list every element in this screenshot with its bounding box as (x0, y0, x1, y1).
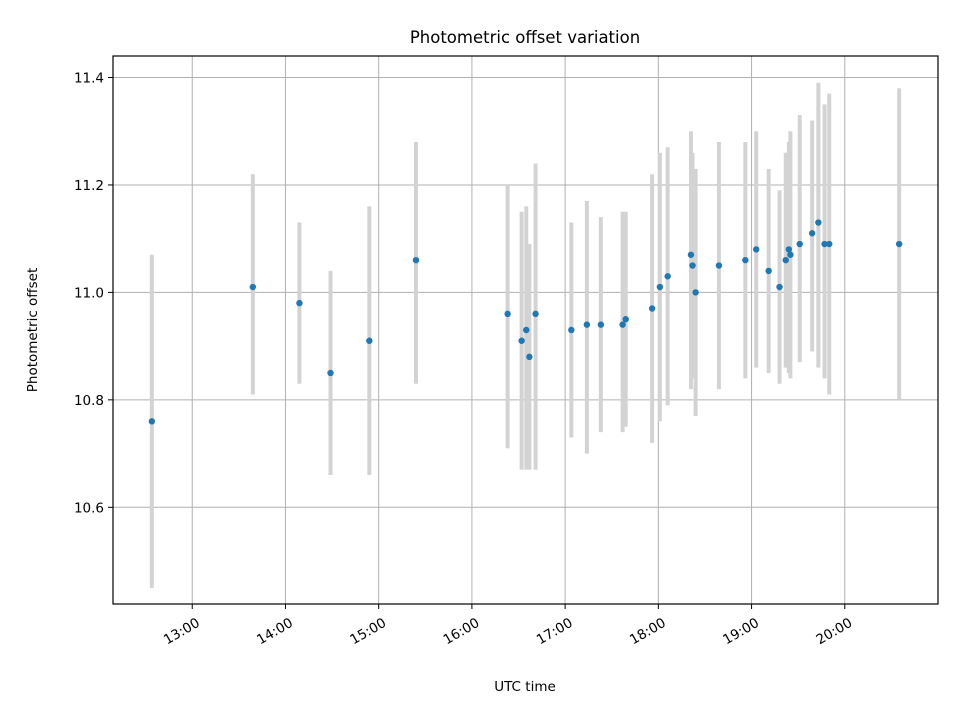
y-axis-ticks: 10.6 10.8 11.0 11.2 11.4 (74, 70, 113, 516)
data-point (689, 262, 696, 269)
data-point (656, 283, 664, 291)
data-point (532, 310, 539, 318)
data-point (597, 321, 605, 328)
data-point (687, 251, 695, 258)
data-point (815, 219, 822, 226)
data-point (715, 262, 723, 269)
data-point (526, 353, 533, 361)
data-points (148, 219, 903, 425)
data-point (296, 299, 303, 307)
data-point (753, 246, 760, 253)
plot-frame (112, 55, 939, 605)
data-point (249, 283, 257, 291)
data-point (664, 273, 671, 280)
y-tick-label: 11.0 (74, 285, 104, 301)
data-point (782, 256, 789, 264)
data-point (622, 316, 629, 323)
data-point (568, 326, 575, 334)
data-point (776, 283, 783, 291)
data-point (327, 369, 334, 377)
data-point (148, 418, 156, 425)
data-point (518, 337, 525, 344)
data-point (412, 256, 420, 264)
data-point (742, 256, 749, 264)
data-point (523, 326, 530, 334)
data-point (765, 267, 772, 275)
data-point (821, 240, 828, 248)
y-tick-label: 10.8 (74, 393, 104, 409)
data-point (366, 337, 373, 344)
data-point (826, 240, 833, 248)
data-point (619, 321, 626, 328)
data-point (583, 321, 591, 328)
data-point (692, 289, 699, 296)
x-axis-label: UTC time (494, 679, 556, 695)
y-axis-label: Photometric offset (25, 268, 41, 392)
data-point (895, 240, 903, 248)
data-point (796, 240, 803, 248)
chart-title: Photometric offset variation (410, 28, 640, 47)
data-point (648, 305, 656, 312)
data-point (504, 310, 511, 318)
data-point (787, 251, 794, 258)
data-point (808, 230, 816, 237)
data-point (785, 246, 793, 253)
y-tick-label: 11.2 (74, 178, 104, 194)
y-tick-label: 10.6 (74, 500, 104, 516)
y-tick-label: 11.4 (74, 70, 104, 86)
